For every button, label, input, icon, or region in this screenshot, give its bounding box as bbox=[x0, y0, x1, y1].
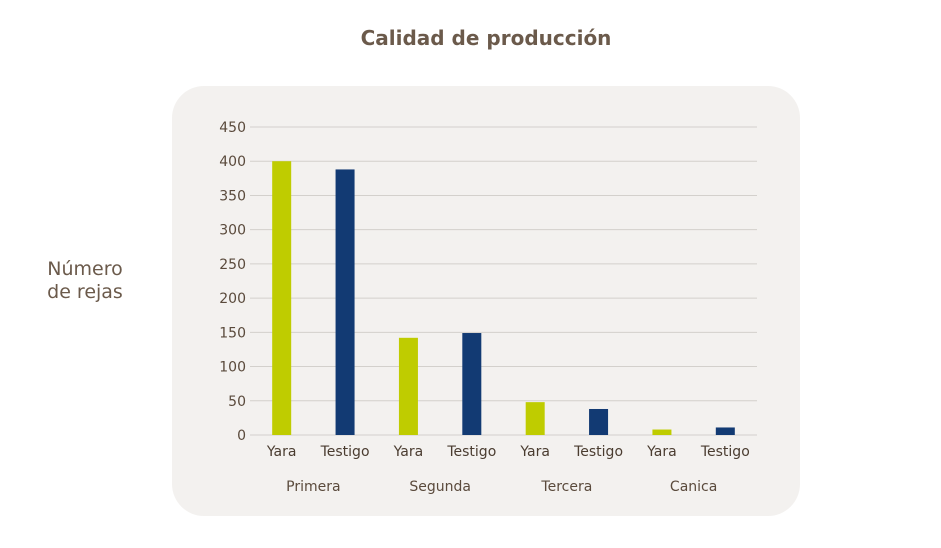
x-category-label: Testigo bbox=[446, 444, 496, 460]
x-group-label: Canica bbox=[670, 479, 717, 495]
bar-testigo-primera bbox=[335, 169, 355, 436]
y-tick-label: 0 bbox=[237, 428, 246, 444]
bar-testigo-tercera bbox=[589, 408, 609, 435]
y-tick-label: 200 bbox=[219, 291, 246, 307]
y-axis-label: Número de rejas bbox=[20, 258, 150, 304]
x-category-label: Yara bbox=[646, 444, 677, 460]
y-tick-label: 50 bbox=[228, 394, 246, 410]
x-category-label: Yara bbox=[393, 444, 424, 460]
y-tick-label: 300 bbox=[219, 223, 246, 239]
bar-yara-canica bbox=[652, 429, 672, 435]
bar-yara-tercera bbox=[525, 402, 545, 435]
bar-yara-primera bbox=[272, 161, 292, 435]
x-group-label: Primera bbox=[286, 479, 340, 495]
y-tick-label: 150 bbox=[219, 325, 246, 341]
y-tick-label: 450 bbox=[219, 120, 246, 136]
bar-testigo-canica bbox=[715, 427, 735, 435]
y-axis-label-line-1: Número bbox=[47, 258, 123, 280]
x-category-label: Testigo bbox=[700, 444, 750, 460]
y-tick-label: 250 bbox=[219, 257, 246, 273]
chart-title: Calidad de producción bbox=[360, 26, 612, 50]
x-category-label: Yara bbox=[266, 444, 297, 460]
y-tick-label: 350 bbox=[219, 188, 246, 204]
x-category-label: Yara bbox=[519, 444, 550, 460]
x-category-label: Testigo bbox=[573, 444, 623, 460]
bar-yara-segunda bbox=[398, 337, 418, 435]
y-tick-label: 100 bbox=[219, 360, 246, 376]
y-tick-label: 400 bbox=[219, 154, 246, 170]
x-group-label: Tercera bbox=[540, 479, 592, 495]
y-axis-label-line-2: de rejas bbox=[47, 281, 123, 303]
x-group-label: Segunda bbox=[409, 479, 471, 495]
x-category-label: Testigo bbox=[320, 444, 370, 460]
bar-testigo-segunda bbox=[462, 333, 482, 435]
